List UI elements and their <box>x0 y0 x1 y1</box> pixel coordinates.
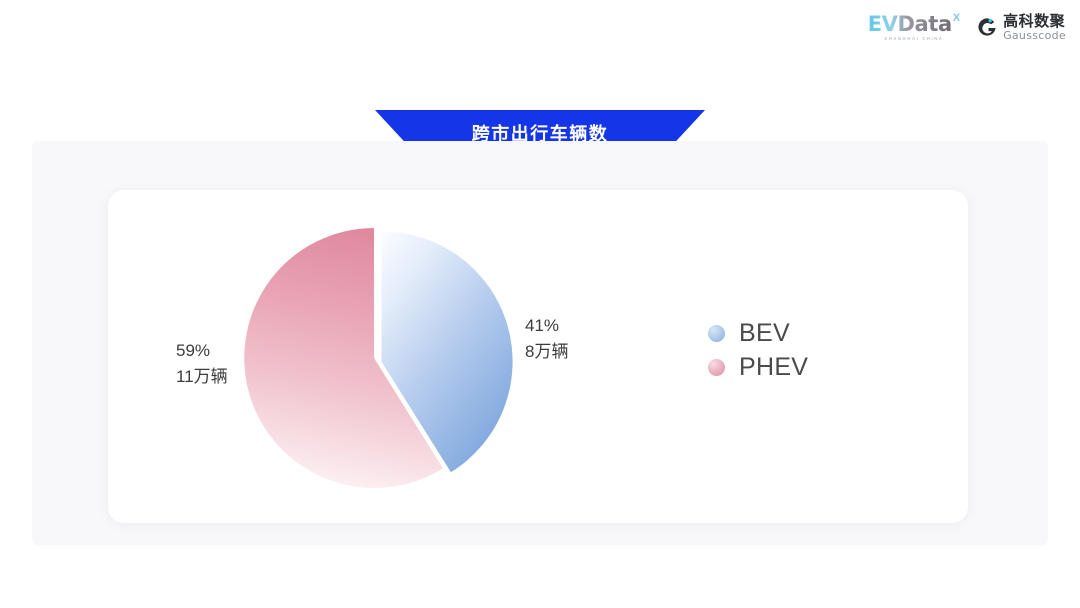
chart-legend: BEV PHEV <box>708 318 808 382</box>
evdata-superscript-x-icon: X <box>952 12 961 25</box>
pie-chart-svg <box>244 228 513 488</box>
gausscode-logo: 高科数聚 Gausscode <box>976 14 1066 41</box>
pie-slice-phev <box>244 228 443 488</box>
slice-label-phev: 59% 11万辆 <box>176 338 228 389</box>
slice-label-phev-value: 11万辆 <box>176 366 228 386</box>
gausscode-mark-icon <box>976 17 998 39</box>
evdata-logo-main: EVData X <box>867 12 961 37</box>
pie-chart-area: 41% 8万辆 59% 11万辆 BEV PHEV <box>108 190 968 523</box>
slice-label-bev-percent: 41% <box>525 316 560 335</box>
page-title: 跨市出行车辆数 <box>471 123 609 144</box>
slice-label-bev: 41% 8万辆 <box>525 313 568 364</box>
evdata-wordmark: EVData <box>867 12 952 37</box>
gausscode-text: 高科数聚 Gausscode <box>1003 14 1066 41</box>
legend-item-bev[interactable]: BEV <box>708 318 808 348</box>
legend-label-phev: PHEV <box>739 352 809 381</box>
evdata-tagline: shanghai china <box>884 36 944 42</box>
slice-label-phev-percent: 59% <box>176 341 211 360</box>
legend-label-bev: BEV <box>739 318 790 347</box>
slice-label-bev-value: 8万辆 <box>525 341 569 361</box>
brand-bar: EVData X shanghai china 高科数聚 Gausscode <box>868 10 1066 46</box>
legend-item-phev[interactable]: PHEV <box>708 352 808 382</box>
legend-dot-phev-icon <box>708 358 725 376</box>
gausscode-en-name: Gausscode <box>1003 29 1066 43</box>
legend-dot-bev-icon <box>708 324 725 342</box>
pie-slice-bev <box>381 231 513 473</box>
evdata-logo: EVData X shanghai china <box>867 12 961 42</box>
gausscode-cn-name: 高科数聚 <box>1003 13 1066 31</box>
